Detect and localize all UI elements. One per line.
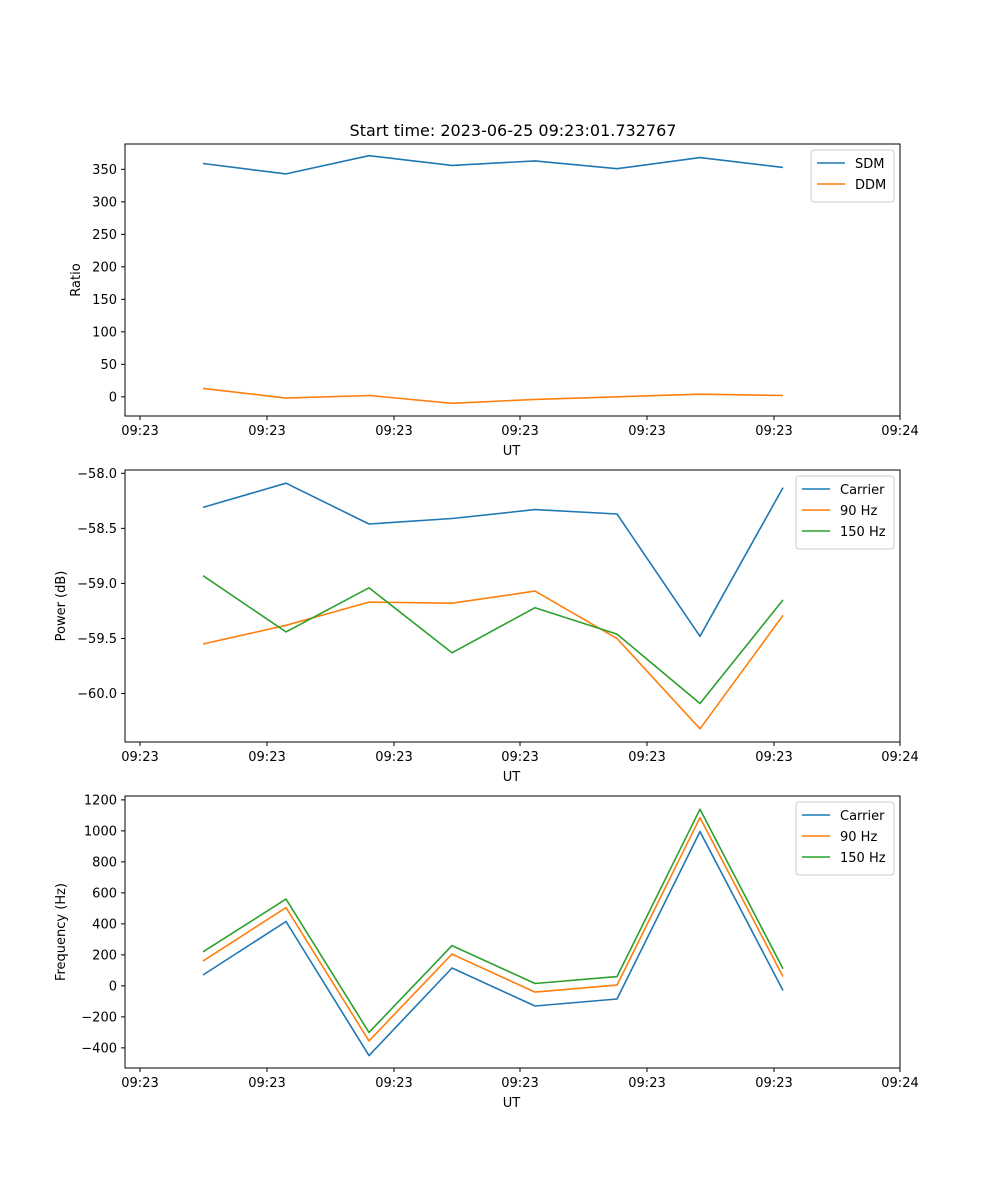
- y-axis-label: Frequency (Hz): [54, 883, 69, 981]
- legend-entry: Carrier: [840, 483, 885, 498]
- x-tick-label: 09:23: [501, 1076, 538, 1091]
- x-tick-label: 09:23: [121, 1076, 158, 1091]
- x-axis-label: UT: [503, 1096, 521, 1111]
- series-line-150-hz: [202, 808, 784, 1034]
- series-line-ddm: [202, 387, 784, 405]
- chart-panel-1: 09:23 09:23 09:23 09:23 09:23 09:23 09:24 0 50 10…: [69, 143, 919, 459]
- x-tick-label: 09:23: [121, 750, 158, 765]
- y-tick-label: 800: [92, 855, 117, 870]
- series-line-90-hz: [202, 590, 784, 730]
- y-tick-label: −59.5: [77, 632, 117, 647]
- figure-title: Start time: 2023-06-25 09:23:01.732767: [350, 121, 677, 140]
- x-tick-label: 09:23: [755, 1076, 792, 1091]
- y-tick-label: −400: [81, 1041, 117, 1056]
- series-line-150-hz: [202, 575, 784, 705]
- y-tick-label: 300: [92, 195, 117, 210]
- y-tick-label: −60.0: [77, 687, 117, 702]
- chart-panel-3: 09:23 09:23 09:23 09:23 09:23 09:23 09:24 −400 −…: [54, 793, 919, 1111]
- x-tick-label: 09:24: [881, 424, 918, 439]
- x-tick-label: 09:23: [755, 750, 792, 765]
- legend: SDM DDM: [810, 149, 895, 203]
- x-tick-label: 09:23: [248, 750, 285, 765]
- y-tick-label: −58.0: [77, 467, 117, 482]
- y-tick-label: 600: [92, 886, 117, 901]
- x-tick-label: 09:23: [628, 750, 665, 765]
- y-tick-label: 0: [109, 979, 117, 994]
- chart-panel-2: 09:23 09:23 09:23 09:23 09:23 09:23 09:24 −60.0…: [54, 467, 919, 785]
- legend-entry: 150 Hz: [840, 851, 886, 866]
- legend-entry: SDM: [855, 157, 884, 172]
- x-tick-label: 09:23: [628, 424, 665, 439]
- y-tick-label: 350: [92, 163, 117, 178]
- x-tick-label: 09:23: [248, 424, 285, 439]
- series-line-sdm: [202, 154, 784, 175]
- x-tick-label: 09:23: [121, 424, 158, 439]
- x-tick-label: 09:24: [881, 750, 918, 765]
- series-line-90-hz: [202, 816, 784, 1042]
- y-tick-label: 50: [100, 358, 117, 373]
- x-tick-label: 09:23: [755, 424, 792, 439]
- axes-frame: [124, 795, 901, 1069]
- x-tick-label: 09:23: [375, 424, 412, 439]
- y-tick-label: 200: [92, 948, 117, 963]
- legend-entry: 90 Hz: [840, 830, 877, 845]
- series-line-carrier: [202, 830, 784, 1057]
- y-tick-label: 1200: [84, 793, 117, 808]
- legend-entry: DDM: [855, 178, 886, 193]
- y-tick-label: 150: [92, 293, 117, 308]
- axes-frame: [124, 143, 901, 417]
- y-axis-label: Power (dB): [54, 571, 69, 642]
- y-tick-label: 0: [109, 390, 117, 405]
- y-tick-label: −59.0: [77, 577, 117, 592]
- y-tick-label: 100: [92, 325, 117, 340]
- legend-entry: 150 Hz: [840, 525, 886, 540]
- y-tick-label: 250: [92, 228, 117, 243]
- x-tick-label: 09:23: [501, 424, 538, 439]
- x-tick-label: 09:24: [881, 1076, 918, 1091]
- x-tick-label: 09:23: [248, 1076, 285, 1091]
- panels: 09:23 09:23 09:23 09:23 09:23 09:23 09:24 0 50 10…: [54, 143, 919, 1111]
- y-tick-label: −200: [81, 1010, 117, 1025]
- x-tick-label: 09:23: [375, 1076, 412, 1091]
- legend-entry: Carrier: [840, 809, 885, 824]
- y-tick-label: 1000: [84, 824, 117, 839]
- y-axis-label: Ratio: [69, 263, 84, 296]
- x-axis-label: UT: [503, 770, 521, 785]
- legend: Carrier 90 Hz 150 Hz: [795, 475, 895, 550]
- legend: Carrier 90 Hz 150 Hz: [795, 801, 895, 876]
- y-tick-label: −58.5: [77, 522, 117, 537]
- y-tick-label: 200: [92, 260, 117, 275]
- x-tick-label: 09:23: [375, 750, 412, 765]
- x-tick-label: 09:23: [628, 1076, 665, 1091]
- series-line-carrier: [202, 482, 784, 638]
- axes-frame: [124, 469, 901, 743]
- y-tick-label: 400: [92, 917, 117, 932]
- x-axis-label: UT: [503, 444, 521, 459]
- x-tick-label: 09:23: [501, 750, 538, 765]
- legend-entry: 90 Hz: [840, 504, 877, 519]
